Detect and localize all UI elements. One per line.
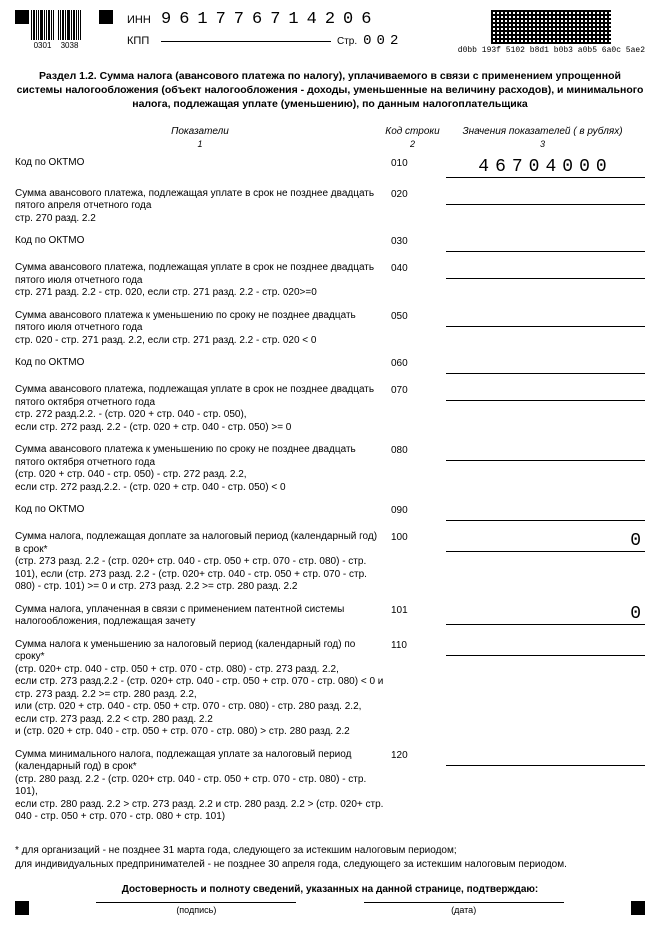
row-code: 100	[391, 531, 446, 543]
row-code: 050	[391, 310, 446, 322]
inn-value: 961776714206	[161, 10, 379, 29]
row-value	[446, 188, 645, 205]
marker-square	[15, 10, 29, 24]
col-header-2: Код строки	[385, 126, 440, 137]
row-value	[446, 235, 645, 252]
row-code: 020	[391, 188, 446, 200]
table-header: Показатели Код строки Значения показател…	[15, 126, 645, 137]
form-row-080: Сумма авансового платежа к уменьшению по…	[15, 444, 645, 494]
barcode-left-group: 0301 3038	[15, 10, 83, 50]
row-code: 090	[391, 504, 446, 516]
row-value	[446, 444, 645, 461]
cert-title: Достоверность и полноту сведений, указан…	[15, 884, 645, 895]
form-row-050: Сумма авансового платежа к уменьшению по…	[15, 310, 645, 348]
signature-row: (подпись) (дата)	[15, 901, 645, 915]
row-value: 0	[446, 604, 645, 625]
barcode-block-a: 0301	[29, 10, 56, 50]
sub-1: 1	[15, 139, 385, 149]
row-label: Код по ОКТМО	[15, 157, 391, 170]
row-value	[446, 384, 645, 401]
row-value	[446, 504, 645, 521]
stp-label: Стр.	[337, 36, 357, 47]
row-label: Сумма налога к уменьшению за налоговый п…	[15, 639, 391, 739]
section-title: Раздел 1.2. Сумма налога (авансового пла…	[15, 69, 645, 112]
row-code: 070	[391, 384, 446, 396]
row-label: Сумма авансового платежа к уменьшению по…	[15, 310, 391, 348]
col-header-3: Значения показателей ( в рублях)	[440, 126, 645, 137]
date-block: (дата)	[364, 901, 564, 915]
row-label: Сумма налога, подлежащая доплате за нало…	[15, 531, 391, 594]
row-code: 040	[391, 262, 446, 274]
row-code: 120	[391, 749, 446, 761]
row-code: 060	[391, 357, 446, 369]
form-row-010: Код по ОКТМО01046704000	[15, 157, 645, 178]
signature-block: (подпись)	[96, 901, 296, 915]
row-label: Сумма авансового платежа к уменьшению по…	[15, 444, 391, 494]
row-label: Сумма авансового платежа, подлежащая упл…	[15, 384, 391, 434]
kpp-line	[161, 40, 331, 42]
date-line	[364, 901, 564, 903]
marker-square	[631, 901, 645, 915]
inn-label: ИНН	[127, 14, 155, 26]
footnote: * для организаций - не позднее 31 марта …	[15, 844, 645, 872]
row-label: Сумма авансового платежа, подлежащая упл…	[15, 188, 391, 226]
form-row-110: Сумма налога к уменьшению за налоговый п…	[15, 639, 645, 739]
marker-square	[15, 901, 29, 915]
kpp-label: КПП	[127, 35, 155, 47]
form-row-070: Сумма авансового платежа, подлежащая упл…	[15, 384, 645, 434]
qr-area: d0bb 193f 5102 b8d1 b0b3 a0b5 6a0c 5ae2	[458, 10, 645, 55]
row-value: 0	[446, 531, 645, 552]
row-value	[446, 749, 645, 766]
row-code: 010	[391, 157, 446, 169]
date-caption: (дата)	[451, 905, 476, 915]
marker-square	[99, 10, 113, 24]
form-row-020: Сумма авансового платежа, подлежащая упл…	[15, 188, 645, 226]
sub-2: 2	[385, 139, 440, 149]
barcode-block-b: 3038	[56, 10, 83, 50]
row-value	[446, 357, 645, 374]
rows-container: Код по ОКТМО01046704000Сумма авансового …	[15, 157, 645, 824]
form-codes: ИНН 961776714206 КПП Стр. 002	[121, 10, 450, 53]
barcode-num-b: 3038	[61, 41, 79, 50]
barcode-num-a: 0301	[34, 41, 52, 50]
row-value: 46704000	[446, 157, 645, 178]
sub-3: 3	[440, 139, 645, 149]
col-header-1: Показатели	[15, 126, 385, 137]
qr-code-icon	[491, 10, 611, 44]
row-label: Код по ОКТМО	[15, 504, 391, 517]
row-value	[446, 310, 645, 327]
row-label: Сумма авансового платежа, подлежащая упл…	[15, 262, 391, 300]
form-header: 0301 3038 ИНН 961776714206 КПП Стр. 002 …	[15, 10, 645, 55]
form-row-120: Сумма минимального налога, подлежащая уп…	[15, 749, 645, 824]
row-label: Код по ОКТМО	[15, 357, 391, 370]
row-value	[446, 639, 645, 656]
form-row-030: Код по ОКТМО030	[15, 235, 645, 252]
row-code: 080	[391, 444, 446, 456]
row-code: 101	[391, 604, 446, 616]
form-row-100: Сумма налога, подлежащая доплате за нало…	[15, 531, 645, 594]
row-value	[446, 262, 645, 279]
table-subheader: 1 2 3	[15, 139, 645, 149]
row-label: Сумма минимального налога, подлежащая уп…	[15, 749, 391, 824]
qr-text: d0bb 193f 5102 b8d1 b0b3 a0b5 6a0c 5ae2	[458, 46, 645, 55]
row-code: 110	[391, 639, 446, 651]
form-row-060: Код по ОКТМО060	[15, 357, 645, 374]
form-row-040: Сумма авансового платежа, подлежащая упл…	[15, 262, 645, 300]
signature-caption: (подпись)	[176, 905, 216, 915]
form-row-090: Код по ОКТМО090	[15, 504, 645, 521]
form-row-101: Сумма налога, уплаченная в связи с приме…	[15, 604, 645, 629]
row-label: Сумма налога, уплаченная в связи с приме…	[15, 604, 391, 629]
row-code: 030	[391, 235, 446, 247]
signature-line	[96, 901, 296, 903]
stp-value: 002	[363, 33, 403, 49]
row-label: Код по ОКТМО	[15, 235, 391, 248]
